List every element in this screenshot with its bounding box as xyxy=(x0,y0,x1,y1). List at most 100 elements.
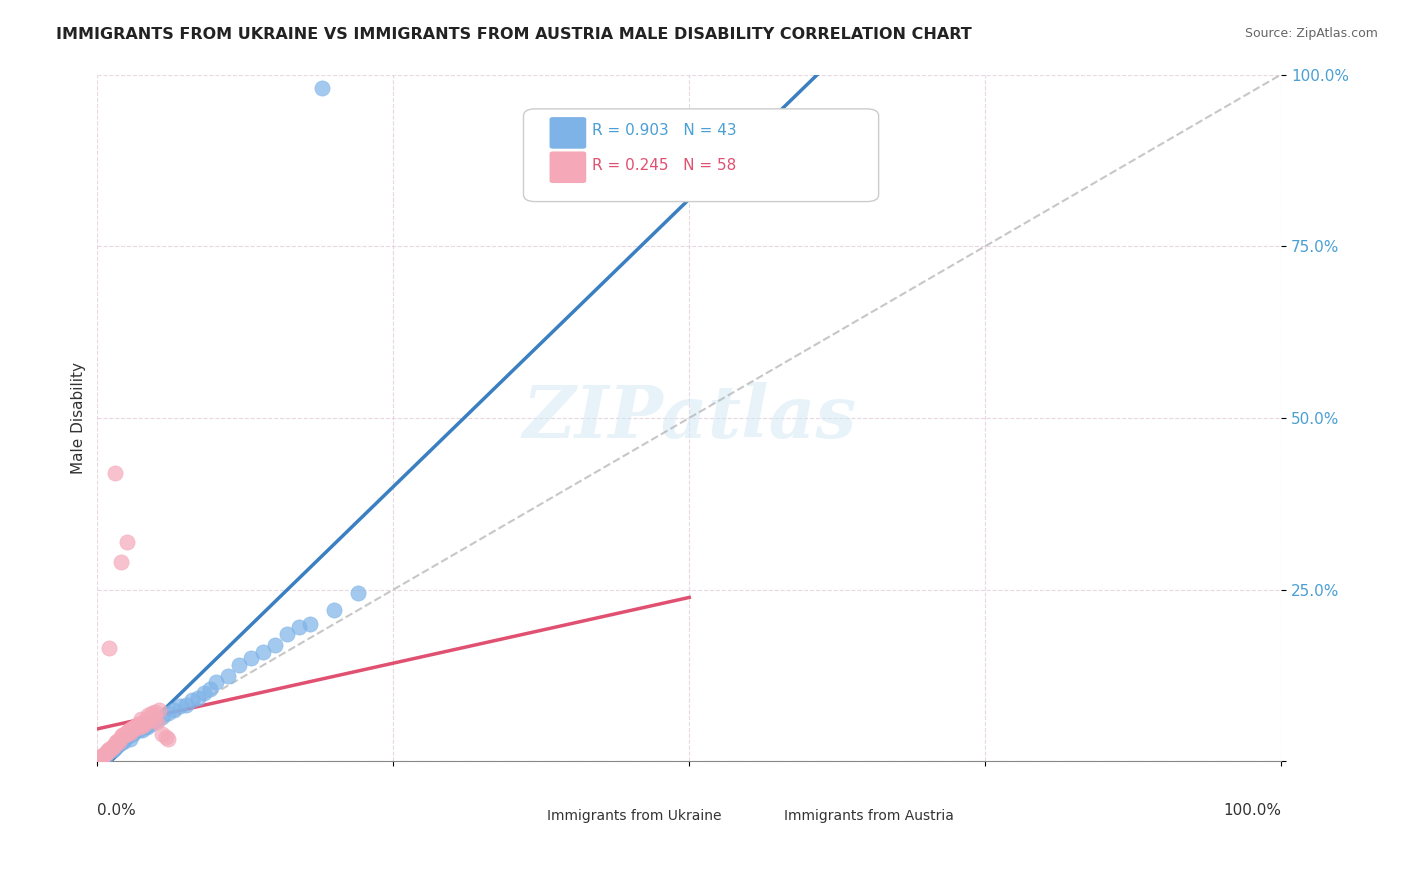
Point xyxy=(127,716,149,731)
Point xyxy=(104,466,127,480)
Point xyxy=(91,747,114,762)
Point xyxy=(94,747,117,762)
Point xyxy=(121,722,143,736)
Point xyxy=(134,716,156,731)
Point xyxy=(118,723,141,737)
Point xyxy=(134,720,156,734)
Point xyxy=(311,81,333,95)
Point xyxy=(204,675,226,690)
Point xyxy=(143,705,166,719)
Point xyxy=(132,714,155,729)
Point xyxy=(110,555,132,569)
Text: IMMIGRANTS FROM UKRAINE VS IMMIGRANTS FROM AUSTRIA MALE DISABILITY CORRELATION C: IMMIGRANTS FROM UKRAINE VS IMMIGRANTS FR… xyxy=(56,27,972,42)
Point xyxy=(104,740,127,755)
Point xyxy=(105,739,128,754)
Point xyxy=(346,586,368,600)
Point xyxy=(101,742,124,756)
Point xyxy=(96,744,118,758)
Point xyxy=(174,698,197,712)
Point xyxy=(136,707,159,722)
Point xyxy=(90,748,112,763)
Point xyxy=(148,703,170,717)
Point xyxy=(131,719,153,733)
Point xyxy=(98,744,121,758)
Point xyxy=(181,692,204,706)
Point xyxy=(157,732,180,747)
Point xyxy=(89,751,111,765)
Point xyxy=(217,668,239,682)
Point xyxy=(138,710,160,724)
Point xyxy=(169,699,191,714)
Point xyxy=(110,731,132,745)
Point xyxy=(135,712,157,726)
Text: Immigrants from Austria: Immigrants from Austria xyxy=(785,809,953,823)
Point xyxy=(142,707,165,722)
Point xyxy=(129,712,152,726)
Point xyxy=(122,720,145,734)
Point xyxy=(107,735,129,749)
Point xyxy=(112,728,135,742)
Point xyxy=(141,706,163,721)
Point xyxy=(193,686,215,700)
Point xyxy=(124,722,146,736)
Point xyxy=(136,713,159,727)
Point xyxy=(104,737,127,751)
Point xyxy=(105,735,128,749)
Point xyxy=(114,728,136,742)
Point xyxy=(120,725,142,739)
Point xyxy=(276,627,298,641)
Point xyxy=(299,617,322,632)
Point xyxy=(94,746,117,760)
Point xyxy=(121,727,143,741)
Point xyxy=(139,716,162,731)
Text: Immigrants from Ukraine: Immigrants from Ukraine xyxy=(547,809,721,823)
Point xyxy=(111,728,134,742)
Point xyxy=(108,732,131,747)
Point xyxy=(121,723,143,738)
Point xyxy=(98,641,121,656)
Point xyxy=(128,723,150,738)
Point xyxy=(120,732,142,747)
Point xyxy=(100,742,122,756)
Text: R = 0.903   N = 43: R = 0.903 N = 43 xyxy=(592,123,737,138)
Point xyxy=(115,731,138,745)
Point xyxy=(101,739,124,754)
Point xyxy=(97,746,120,760)
Point xyxy=(157,706,180,721)
Text: ZIPatlas: ZIPatlas xyxy=(522,383,856,453)
Point xyxy=(114,725,136,739)
Point xyxy=(136,720,159,734)
Point xyxy=(100,742,122,756)
Point xyxy=(96,746,118,760)
Point xyxy=(91,749,114,764)
Point xyxy=(323,603,346,617)
Point xyxy=(91,748,114,763)
Point xyxy=(107,733,129,747)
Y-axis label: Male Disability: Male Disability xyxy=(72,362,86,474)
FancyBboxPatch shape xyxy=(509,788,540,814)
Point xyxy=(117,724,139,739)
Point xyxy=(228,658,250,673)
FancyBboxPatch shape xyxy=(523,109,879,202)
Point xyxy=(152,727,174,741)
Point xyxy=(100,740,122,755)
Point xyxy=(198,682,221,697)
Point xyxy=(240,651,263,665)
Point xyxy=(107,737,129,751)
FancyBboxPatch shape xyxy=(550,152,586,183)
Point xyxy=(155,731,177,745)
Point xyxy=(252,644,274,658)
Text: 0.0%: 0.0% xyxy=(97,803,136,818)
Point xyxy=(287,620,309,634)
Point xyxy=(264,638,287,652)
Text: Source: ZipAtlas.com: Source: ZipAtlas.com xyxy=(1244,27,1378,40)
FancyBboxPatch shape xyxy=(752,788,783,814)
Point xyxy=(111,733,134,747)
Point xyxy=(129,716,152,731)
Point xyxy=(145,713,167,727)
FancyBboxPatch shape xyxy=(550,117,586,149)
Point xyxy=(187,691,209,706)
Point xyxy=(143,713,166,727)
Point xyxy=(128,720,150,734)
Point xyxy=(112,735,135,749)
